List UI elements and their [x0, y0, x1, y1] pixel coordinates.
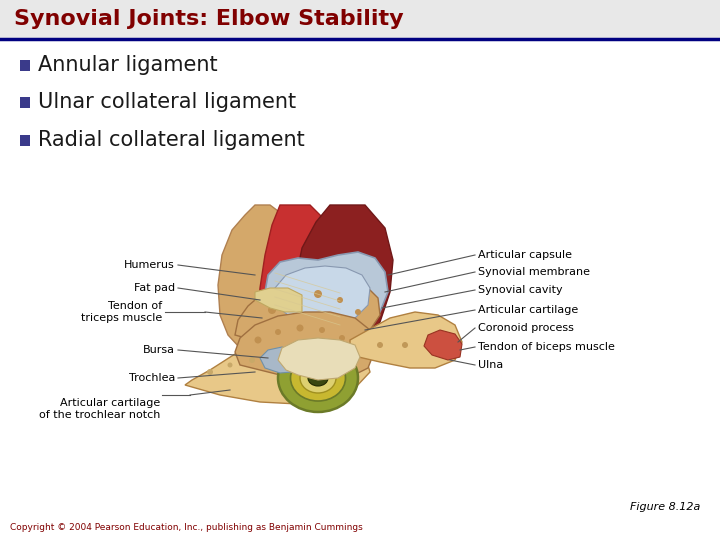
Ellipse shape	[290, 355, 346, 401]
Circle shape	[272, 355, 277, 361]
Text: Fat pad: Fat pad	[134, 283, 175, 293]
Polygon shape	[278, 338, 360, 380]
Text: Tendon of
triceps muscle: Tendon of triceps muscle	[81, 301, 162, 323]
Circle shape	[292, 295, 298, 301]
Polygon shape	[350, 312, 462, 368]
Circle shape	[228, 362, 233, 368]
Text: Ulnar collateral ligament: Ulnar collateral ligament	[38, 92, 296, 112]
Circle shape	[339, 335, 345, 341]
Circle shape	[275, 329, 281, 335]
Text: Humerus: Humerus	[125, 260, 175, 270]
Text: Copyright © 2004 Pearson Education, Inc., publishing as Benjamin Cummings: Copyright © 2004 Pearson Education, Inc.…	[10, 523, 363, 532]
FancyBboxPatch shape	[20, 135, 30, 146]
Polygon shape	[218, 205, 310, 352]
Circle shape	[377, 342, 383, 348]
Circle shape	[314, 290, 322, 298]
Polygon shape	[293, 205, 393, 356]
Text: Synovial Joints: Elbow Stability: Synovial Joints: Elbow Stability	[14, 9, 404, 29]
Text: Tendon of biceps muscle: Tendon of biceps muscle	[478, 342, 615, 352]
Polygon shape	[255, 288, 302, 312]
Circle shape	[249, 357, 255, 363]
Circle shape	[320, 363, 325, 368]
FancyBboxPatch shape	[0, 0, 720, 38]
Circle shape	[402, 342, 408, 348]
Text: Articular cartilage: Articular cartilage	[478, 305, 578, 315]
Polygon shape	[258, 205, 348, 356]
Circle shape	[297, 325, 304, 332]
Circle shape	[426, 340, 431, 345]
Circle shape	[319, 327, 325, 333]
Text: Synovial membrane: Synovial membrane	[478, 267, 590, 277]
Circle shape	[268, 306, 276, 314]
Polygon shape	[185, 340, 370, 404]
Polygon shape	[424, 330, 462, 360]
Text: Articular capsule: Articular capsule	[478, 250, 572, 260]
Ellipse shape	[308, 370, 328, 386]
Text: Figure 8.12a: Figure 8.12a	[629, 502, 700, 512]
Text: Synovial cavity: Synovial cavity	[478, 285, 562, 295]
Ellipse shape	[300, 363, 336, 393]
Polygon shape	[274, 266, 370, 324]
Text: Ulna: Ulna	[478, 360, 503, 370]
Circle shape	[337, 297, 343, 303]
FancyBboxPatch shape	[20, 60, 30, 71]
Polygon shape	[260, 347, 298, 373]
Circle shape	[297, 357, 303, 363]
Ellipse shape	[278, 344, 358, 412]
Circle shape	[340, 373, 344, 377]
Circle shape	[254, 336, 261, 343]
FancyBboxPatch shape	[20, 97, 30, 108]
Polygon shape	[235, 312, 375, 380]
Text: Radial collateral ligament: Radial collateral ligament	[38, 130, 305, 150]
Text: Annular ligament: Annular ligament	[38, 55, 217, 75]
Polygon shape	[265, 252, 388, 330]
Text: Articular cartilage
of the trochlear notch: Articular cartilage of the trochlear not…	[39, 398, 160, 420]
Text: Bursa: Bursa	[143, 345, 175, 355]
Circle shape	[207, 369, 213, 375]
Text: Coronoid process: Coronoid process	[478, 323, 574, 333]
Text: Trochlea: Trochlea	[129, 373, 175, 383]
Circle shape	[355, 309, 361, 315]
Polygon shape	[235, 280, 380, 348]
